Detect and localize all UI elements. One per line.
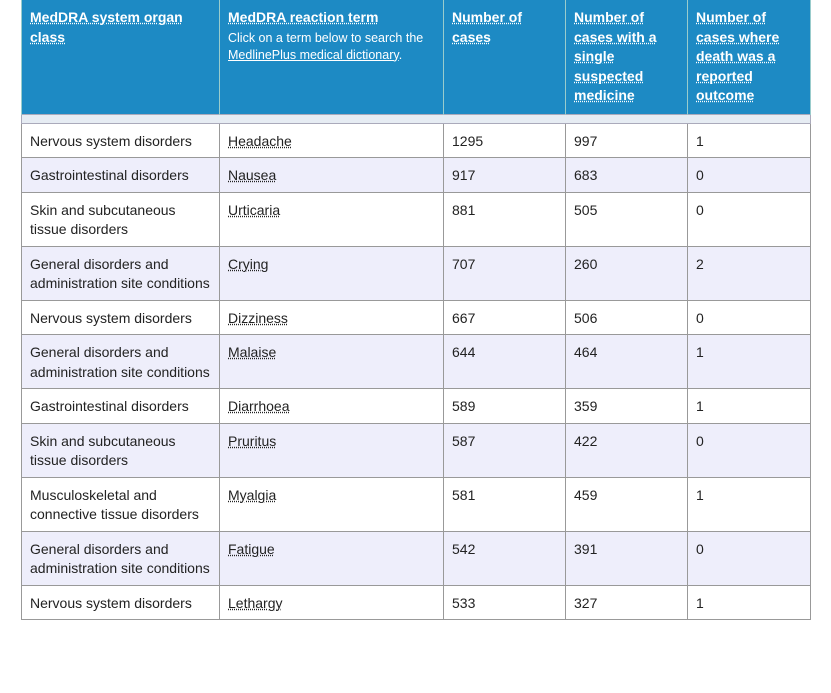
header-title: Number of cases bbox=[452, 9, 522, 45]
cell: 1 bbox=[687, 334, 811, 389]
cell: 644 bbox=[443, 334, 566, 389]
reaction-term-link[interactable]: Myalgia bbox=[228, 486, 277, 503]
cell: 1 bbox=[687, 122, 811, 158]
cell: 506 bbox=[565, 299, 688, 335]
reaction-term-link[interactable]: Headache bbox=[228, 132, 292, 149]
cell: Malaise bbox=[219, 334, 444, 389]
cell: Musculoskeletal and connective tissue di… bbox=[21, 476, 220, 532]
cell: 422 bbox=[565, 422, 688, 478]
cell: 359 bbox=[565, 388, 688, 424]
table-row: Gastrointestinal disorders Diarrhoea 589 35… bbox=[21, 388, 811, 424]
reaction-term-link[interactable]: Malaise bbox=[228, 344, 277, 360]
header-cell: Number of cases bbox=[443, 0, 566, 114]
table-row: Skin and subcutaneous tissue disorders Ur… bbox=[21, 191, 811, 247]
cell: Diarrhoea bbox=[219, 388, 444, 424]
cell: 1 bbox=[687, 584, 811, 620]
cell: 0 bbox=[687, 422, 811, 478]
cell: 1295 bbox=[443, 122, 566, 158]
table-row: Nervous system disorders Headache 1295 997 1 bbox=[21, 122, 811, 158]
reaction-term-link[interactable]: Lethargy bbox=[228, 594, 283, 611]
table-row: Musculoskeletal and connective tissue di… bbox=[21, 476, 811, 532]
reaction-term-link[interactable]: Crying bbox=[228, 255, 269, 272]
separator bbox=[21, 113, 811, 124]
cell: 0 bbox=[687, 157, 811, 193]
cell: 917 bbox=[443, 157, 566, 193]
cell: 1 bbox=[687, 476, 811, 532]
table-container: MedDRA system organ class MedDRA reactio… bbox=[21, 0, 811, 620]
header-row: MedDRA system organ class MedDRA reactio… bbox=[21, 0, 811, 114]
header-cell: MedDRA reaction term Click on a term bel… bbox=[219, 0, 444, 114]
cell: 459 bbox=[565, 476, 688, 532]
cell: 505 bbox=[565, 191, 688, 247]
header-cell: MedDRA system organ class bbox=[21, 0, 220, 114]
header-title: Number of cases where death was a report… bbox=[696, 9, 780, 103]
table-row: Nervous system disorders Lethargy 533 327 1 bbox=[21, 584, 811, 620]
cell: Nervous system disorders bbox=[21, 299, 220, 335]
cell: 542 bbox=[443, 530, 566, 586]
cell: Pruritus bbox=[219, 422, 444, 478]
cell: 2 bbox=[687, 245, 811, 301]
cell: 0 bbox=[687, 191, 811, 247]
cell: 533 bbox=[443, 584, 566, 620]
cell: Nervous system disorders bbox=[21, 122, 220, 158]
note-text: Click on a term below to search the bbox=[228, 30, 424, 45]
cell: 587 bbox=[443, 422, 566, 478]
header-cell: Number of cases where death was a report… bbox=[687, 0, 811, 114]
cell: Nervous system disorders bbox=[21, 584, 220, 620]
cell: 0 bbox=[687, 299, 811, 335]
cell: 1 bbox=[687, 388, 811, 424]
cell: Lethargy bbox=[219, 584, 444, 620]
table-row: General disorders and administration sit… bbox=[21, 530, 811, 586]
cell: Nausea bbox=[219, 157, 444, 193]
cell: Fatigue bbox=[219, 530, 444, 586]
header-title: MedDRA system organ class bbox=[30, 9, 183, 45]
reaction-term-link[interactable]: Urticaria bbox=[228, 201, 281, 218]
header-cell: Number of cases with a single suspected … bbox=[565, 0, 688, 114]
cell: Dizziness bbox=[219, 299, 444, 335]
cell: Gastrointestinal disorders bbox=[21, 388, 220, 424]
table-row: General disorders and administration sit… bbox=[21, 334, 811, 389]
table-row: Skin and subcutaneous tissue disorders Pr… bbox=[21, 422, 811, 478]
reaction-term-link[interactable]: Pruritus bbox=[228, 432, 277, 449]
reaction-term-link[interactable]: Diarrhoea bbox=[228, 398, 290, 414]
table-row: Nervous system disorders Dizziness 667 506 0 bbox=[21, 299, 811, 335]
cell: General disorders and administration sit… bbox=[21, 245, 220, 301]
header-note: Click on a term below to search the Medl… bbox=[228, 30, 435, 64]
cell: Skin and subcutaneous tissue disorders bbox=[21, 422, 220, 478]
cell: 464 bbox=[565, 334, 688, 389]
table-row: Gastrointestinal disorders Nausea 917 683 0 bbox=[21, 157, 811, 193]
dictionary-link[interactable]: MedlinePlus medical dictionary bbox=[228, 47, 399, 62]
cell: Urticaria bbox=[219, 191, 444, 247]
table-row: General disorders and administration sit… bbox=[21, 245, 811, 301]
header-title: MedDRA reaction term bbox=[228, 9, 379, 25]
cell: 327 bbox=[565, 584, 688, 620]
cell: Skin and subcutaneous tissue disorders bbox=[21, 191, 220, 247]
cell: 881 bbox=[443, 191, 566, 247]
note-text: . bbox=[398, 47, 403, 62]
cell: Crying bbox=[219, 245, 444, 301]
cell: Gastrointestinal disorders bbox=[21, 157, 220, 193]
cell: 581 bbox=[443, 476, 566, 532]
cell: 0 bbox=[687, 530, 811, 586]
reaction-term-link[interactable]: Dizziness bbox=[228, 309, 288, 326]
cell: 589 bbox=[443, 388, 566, 424]
header-title: Number of cases with a single suspected … bbox=[574, 9, 657, 103]
cell: 683 bbox=[565, 157, 688, 193]
cell: 707 bbox=[443, 245, 566, 301]
cell: General disorders and administration sit… bbox=[21, 334, 220, 389]
reaction-term-link[interactable]: Nausea bbox=[228, 167, 277, 183]
cell: General disorders and administration sit… bbox=[21, 530, 220, 586]
cell: Myalgia bbox=[219, 476, 444, 532]
table: MedDRA system organ class MedDRA reactio… bbox=[21, 0, 811, 620]
table-body: Nervous system disorders Headache 1295 997 1… bbox=[21, 113, 811, 620]
cell: 997 bbox=[565, 122, 688, 158]
cell: 260 bbox=[565, 245, 688, 301]
cell: 391 bbox=[565, 530, 688, 586]
separator-row bbox=[21, 113, 811, 124]
cell: 667 bbox=[443, 299, 566, 335]
reaction-term-link[interactable]: Fatigue bbox=[228, 540, 275, 557]
cell: Headache bbox=[219, 122, 444, 158]
